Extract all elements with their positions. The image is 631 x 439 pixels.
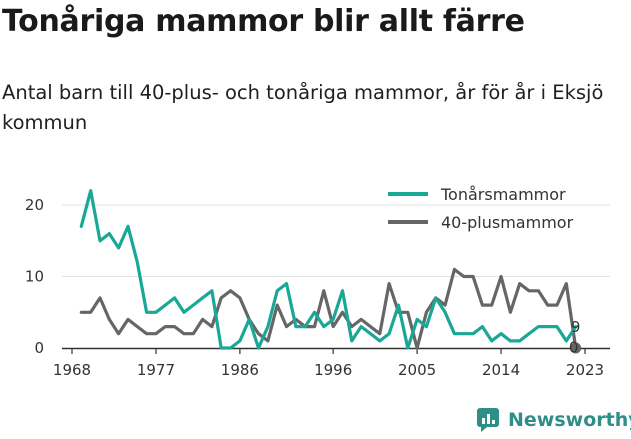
end-marker-forty <box>570 342 582 354</box>
series-lines <box>79 189 578 350</box>
legend: Tonårsmammor 40-plusmammor <box>388 185 574 232</box>
x-tick-label: 1996 <box>314 361 352 379</box>
legend-label-teen: Tonårsmammor <box>440 185 566 204</box>
x-tick-label: 1977 <box>137 361 175 379</box>
chart-subtitle: Antal barn till 40-plus- och tonåriga ma… <box>2 81 604 134</box>
y-tick-label: 0 <box>34 339 44 357</box>
y-axis-ticks: 0 10 20 <box>25 196 44 357</box>
newsworthy-logo-icon <box>477 408 499 432</box>
x-tick-label: 1968 <box>53 361 91 379</box>
y-tick-label: 20 <box>25 196 44 214</box>
x-tick-label: 2023 <box>566 361 604 379</box>
end-value-labels: 90 <box>569 318 582 357</box>
y-tick-label: 10 <box>25 268 44 286</box>
legend-label-forty: 40-plusmammor <box>441 213 574 232</box>
x-tick-label: 1986 <box>221 361 259 379</box>
x-axis-ticks: 1968 1977 1986 1996 2005 2014 2023 <box>53 348 604 379</box>
series-line-teen <box>79 189 578 350</box>
brand-logo: Newsworthy <box>476 407 631 433</box>
grid-lines <box>62 204 610 277</box>
chart-title: Tonåriga mammor blir allt färre <box>2 4 525 39</box>
brand-name: Newsworthy <box>508 409 631 431</box>
end-label-teen: 0 <box>569 339 579 357</box>
end-label-forty: 9 <box>571 318 581 336</box>
series-line-forty <box>79 267 578 350</box>
x-tick-label: 2014 <box>482 361 520 379</box>
x-tick-label: 2005 <box>398 361 436 379</box>
